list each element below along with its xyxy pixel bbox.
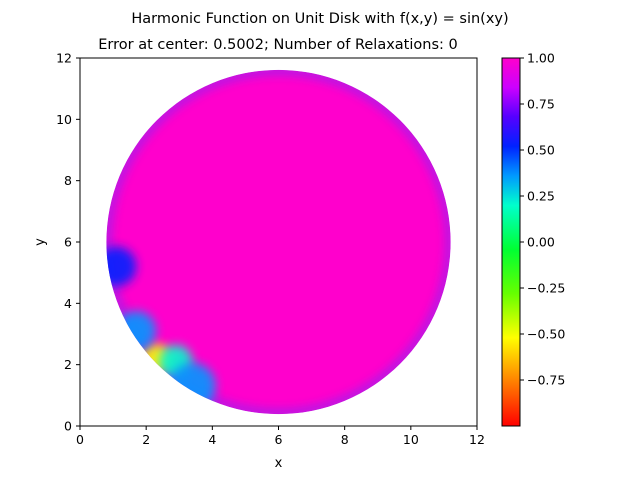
y-axis: 0 2 4 6 8 10 12 y — [33, 51, 80, 434]
chart-subtitle: Error at center: 0.5002; Number of Relax… — [98, 37, 457, 53]
colorbar-tick-label: 0.25 — [527, 189, 555, 204]
colorbar-tick-label: 0.50 — [527, 143, 555, 158]
y-tick-label: 2 — [64, 357, 72, 372]
y-tick-label: 12 — [56, 51, 72, 66]
colorbar-tick-group: 1.00 0.75 0.50 0.25 0.00 −0.25 −0.50 −0.75 — [520, 51, 565, 388]
y-tick-label: 6 — [64, 235, 72, 250]
x-tick-label: 0 — [76, 432, 84, 447]
y-tick-label: 0 — [64, 419, 72, 434]
colorbar-tick-label: 0.75 — [527, 97, 555, 112]
chart-title: Harmonic Function on Unit Disk with f(x,… — [131, 11, 508, 27]
x-tick-label: 12 — [469, 432, 485, 447]
y-tick-group: 0 2 4 6 8 10 12 — [56, 51, 80, 434]
y-tick-label: 10 — [56, 112, 72, 127]
x-axis-label: x — [275, 456, 283, 471]
y-axis-label: y — [33, 238, 48, 246]
x-tick-label: 10 — [403, 432, 419, 447]
colorbar-tick-label: −0.50 — [527, 327, 565, 342]
x-tick-label: 6 — [275, 432, 283, 447]
x-tick-label: 2 — [142, 432, 150, 447]
disk-boundary-rim — [106, 69, 451, 415]
x-tick-label: 8 — [341, 432, 349, 447]
colorbar-tick-label: 0.00 — [527, 235, 555, 250]
y-tick-label: 8 — [64, 173, 72, 188]
x-tick-group: 0 2 4 6 8 10 12 — [76, 426, 485, 447]
disk-fill — [106, 69, 451, 415]
colorbar-tick-label: 1.00 — [527, 51, 555, 66]
plot-area — [79, 57, 478, 427]
x-tick-label: 4 — [208, 432, 216, 447]
colorbar-tick-label: −0.25 — [527, 281, 565, 296]
colorbar: 1.00 0.75 0.50 0.25 0.00 −0.25 −0.50 −0.75 — [501, 51, 565, 427]
y-tick-label: 4 — [64, 296, 72, 311]
colorbar-gradient — [501, 57, 521, 427]
colorbar-tick-label: −0.75 — [527, 373, 565, 388]
x-axis: 0 2 4 6 8 10 12 x — [76, 426, 485, 471]
